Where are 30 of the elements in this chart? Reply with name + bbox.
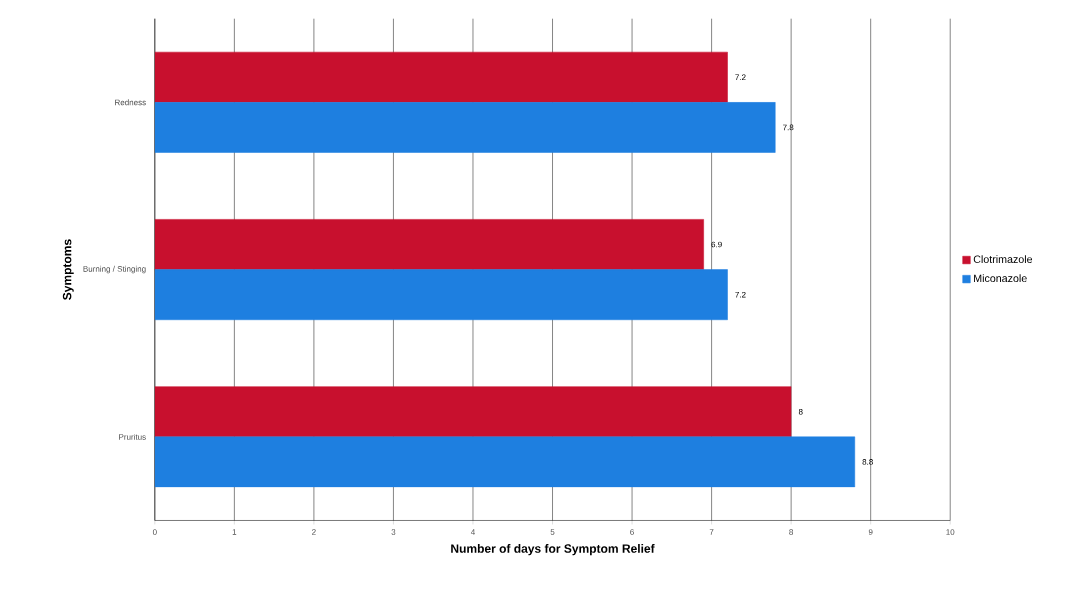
bar — [154, 269, 728, 321]
bar — [154, 386, 792, 438]
bar — [154, 102, 776, 153]
y-tick-label: Burning / Stinging — [83, 266, 146, 274]
x-tick-label: 7 — [709, 529, 714, 535]
x-tick-label: 2 — [312, 529, 316, 536]
legend-label: Miconazole — [974, 274, 1027, 283]
x-tick-label: 5 — [550, 529, 555, 536]
x-tick-label: 10 — [946, 529, 955, 536]
data-label: 7.2 — [735, 74, 746, 81]
data-label: 7.8 — [783, 124, 794, 131]
data-label: 6.9 — [711, 241, 722, 248]
bar — [154, 219, 704, 271]
bar — [154, 436, 856, 488]
data-label: 8 — [798, 409, 803, 415]
legend-label: Clotrimazole — [973, 255, 1033, 264]
x-tick-label: 1 — [232, 529, 237, 535]
x-tick-label: 6 — [630, 529, 634, 536]
x-tick-label: 3 — [391, 529, 396, 536]
data-label: 7.2 — [735, 292, 746, 298]
y-tick-label: Pruritus — [119, 434, 146, 441]
y-tick-label: Redness — [115, 99, 146, 106]
y-axis-title: Symptoms — [62, 239, 74, 301]
x-tick-label: 9 — [868, 529, 873, 536]
x-axis-title: Number of days for Symptom Relief — [451, 544, 655, 556]
data-label: 8.8 — [862, 459, 873, 466]
x-tick-label: 8 — [789, 529, 794, 536]
x-tick-label: 0 — [152, 529, 157, 536]
bar — [154, 52, 728, 103]
x-tick-label: 4 — [470, 529, 475, 535]
